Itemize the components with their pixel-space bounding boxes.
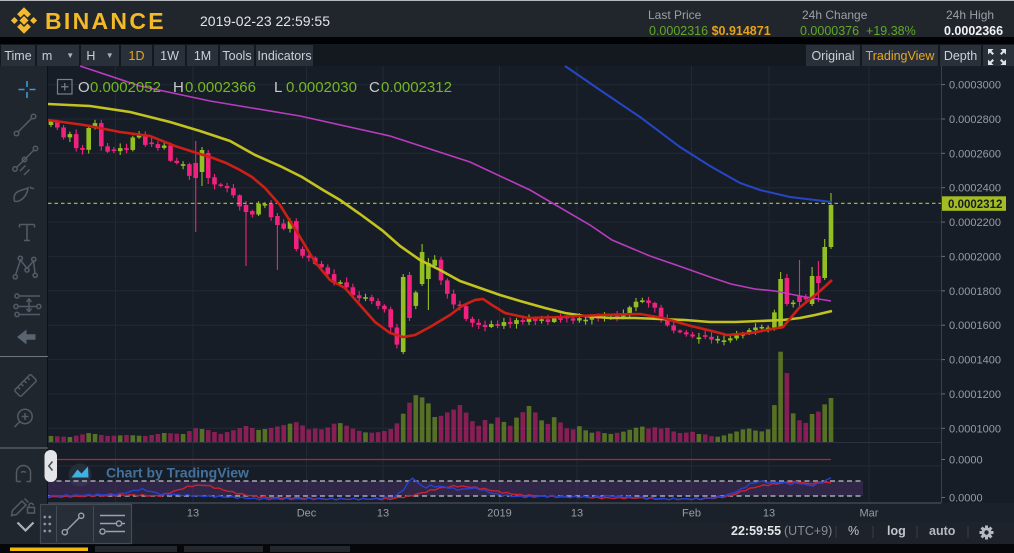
svg-text:13: 13 [187,508,199,520]
svg-text:Dec: Dec [297,508,317,520]
svg-text:%: % [848,524,859,538]
svg-text:0.0001400: 0.0001400 [949,355,1001,367]
svg-text:0.0002600: 0.0002600 [949,148,1001,160]
svg-text:0.0003000: 0.0003000 [949,80,1001,92]
svg-text:0.0002052: 0.0002052 [90,79,161,96]
svg-text:0.0002312: 0.0002312 [381,79,452,96]
svg-text:auto: auto [929,524,956,538]
svg-text:O: O [78,79,90,96]
svg-text:L: L [274,79,282,96]
svg-text:H: H [173,79,184,96]
svg-text:0.0002800: 0.0002800 [949,114,1001,126]
svg-text:0.0002030: 0.0002030 [286,79,357,96]
svg-text:Feb: Feb [682,508,701,520]
svg-text:0.0002000: 0.0002000 [949,251,1001,263]
svg-text:0.0001800: 0.0001800 [949,286,1001,298]
svg-text:0.0001000: 0.0001000 [949,423,1001,435]
svg-text:log: log [887,524,906,538]
svg-text:C: C [369,79,380,96]
svg-text:0.0001200: 0.0001200 [949,389,1001,401]
svg-text:0.0002400: 0.0002400 [949,183,1001,195]
svg-text:0.0001600: 0.0001600 [949,320,1001,332]
svg-text:Mar: Mar [860,508,879,520]
svg-text:Chart by TradingView: Chart by TradingView [106,465,249,481]
svg-text:(UTC+9): (UTC+9) [784,524,832,538]
svg-text:0.0002366: 0.0002366 [185,79,256,96]
svg-text:2019: 2019 [487,508,511,520]
svg-text:13: 13 [571,508,583,520]
svg-text:13: 13 [763,508,775,520]
svg-text:13: 13 [377,508,389,520]
svg-text:0.0000: 0.0000 [949,455,983,467]
svg-text:22:59:55: 22:59:55 [731,524,781,538]
svg-text:0.0000: 0.0000 [949,493,983,505]
svg-text:0.0002312: 0.0002312 [948,199,1002,211]
svg-text:0.0002200: 0.0002200 [949,217,1001,229]
